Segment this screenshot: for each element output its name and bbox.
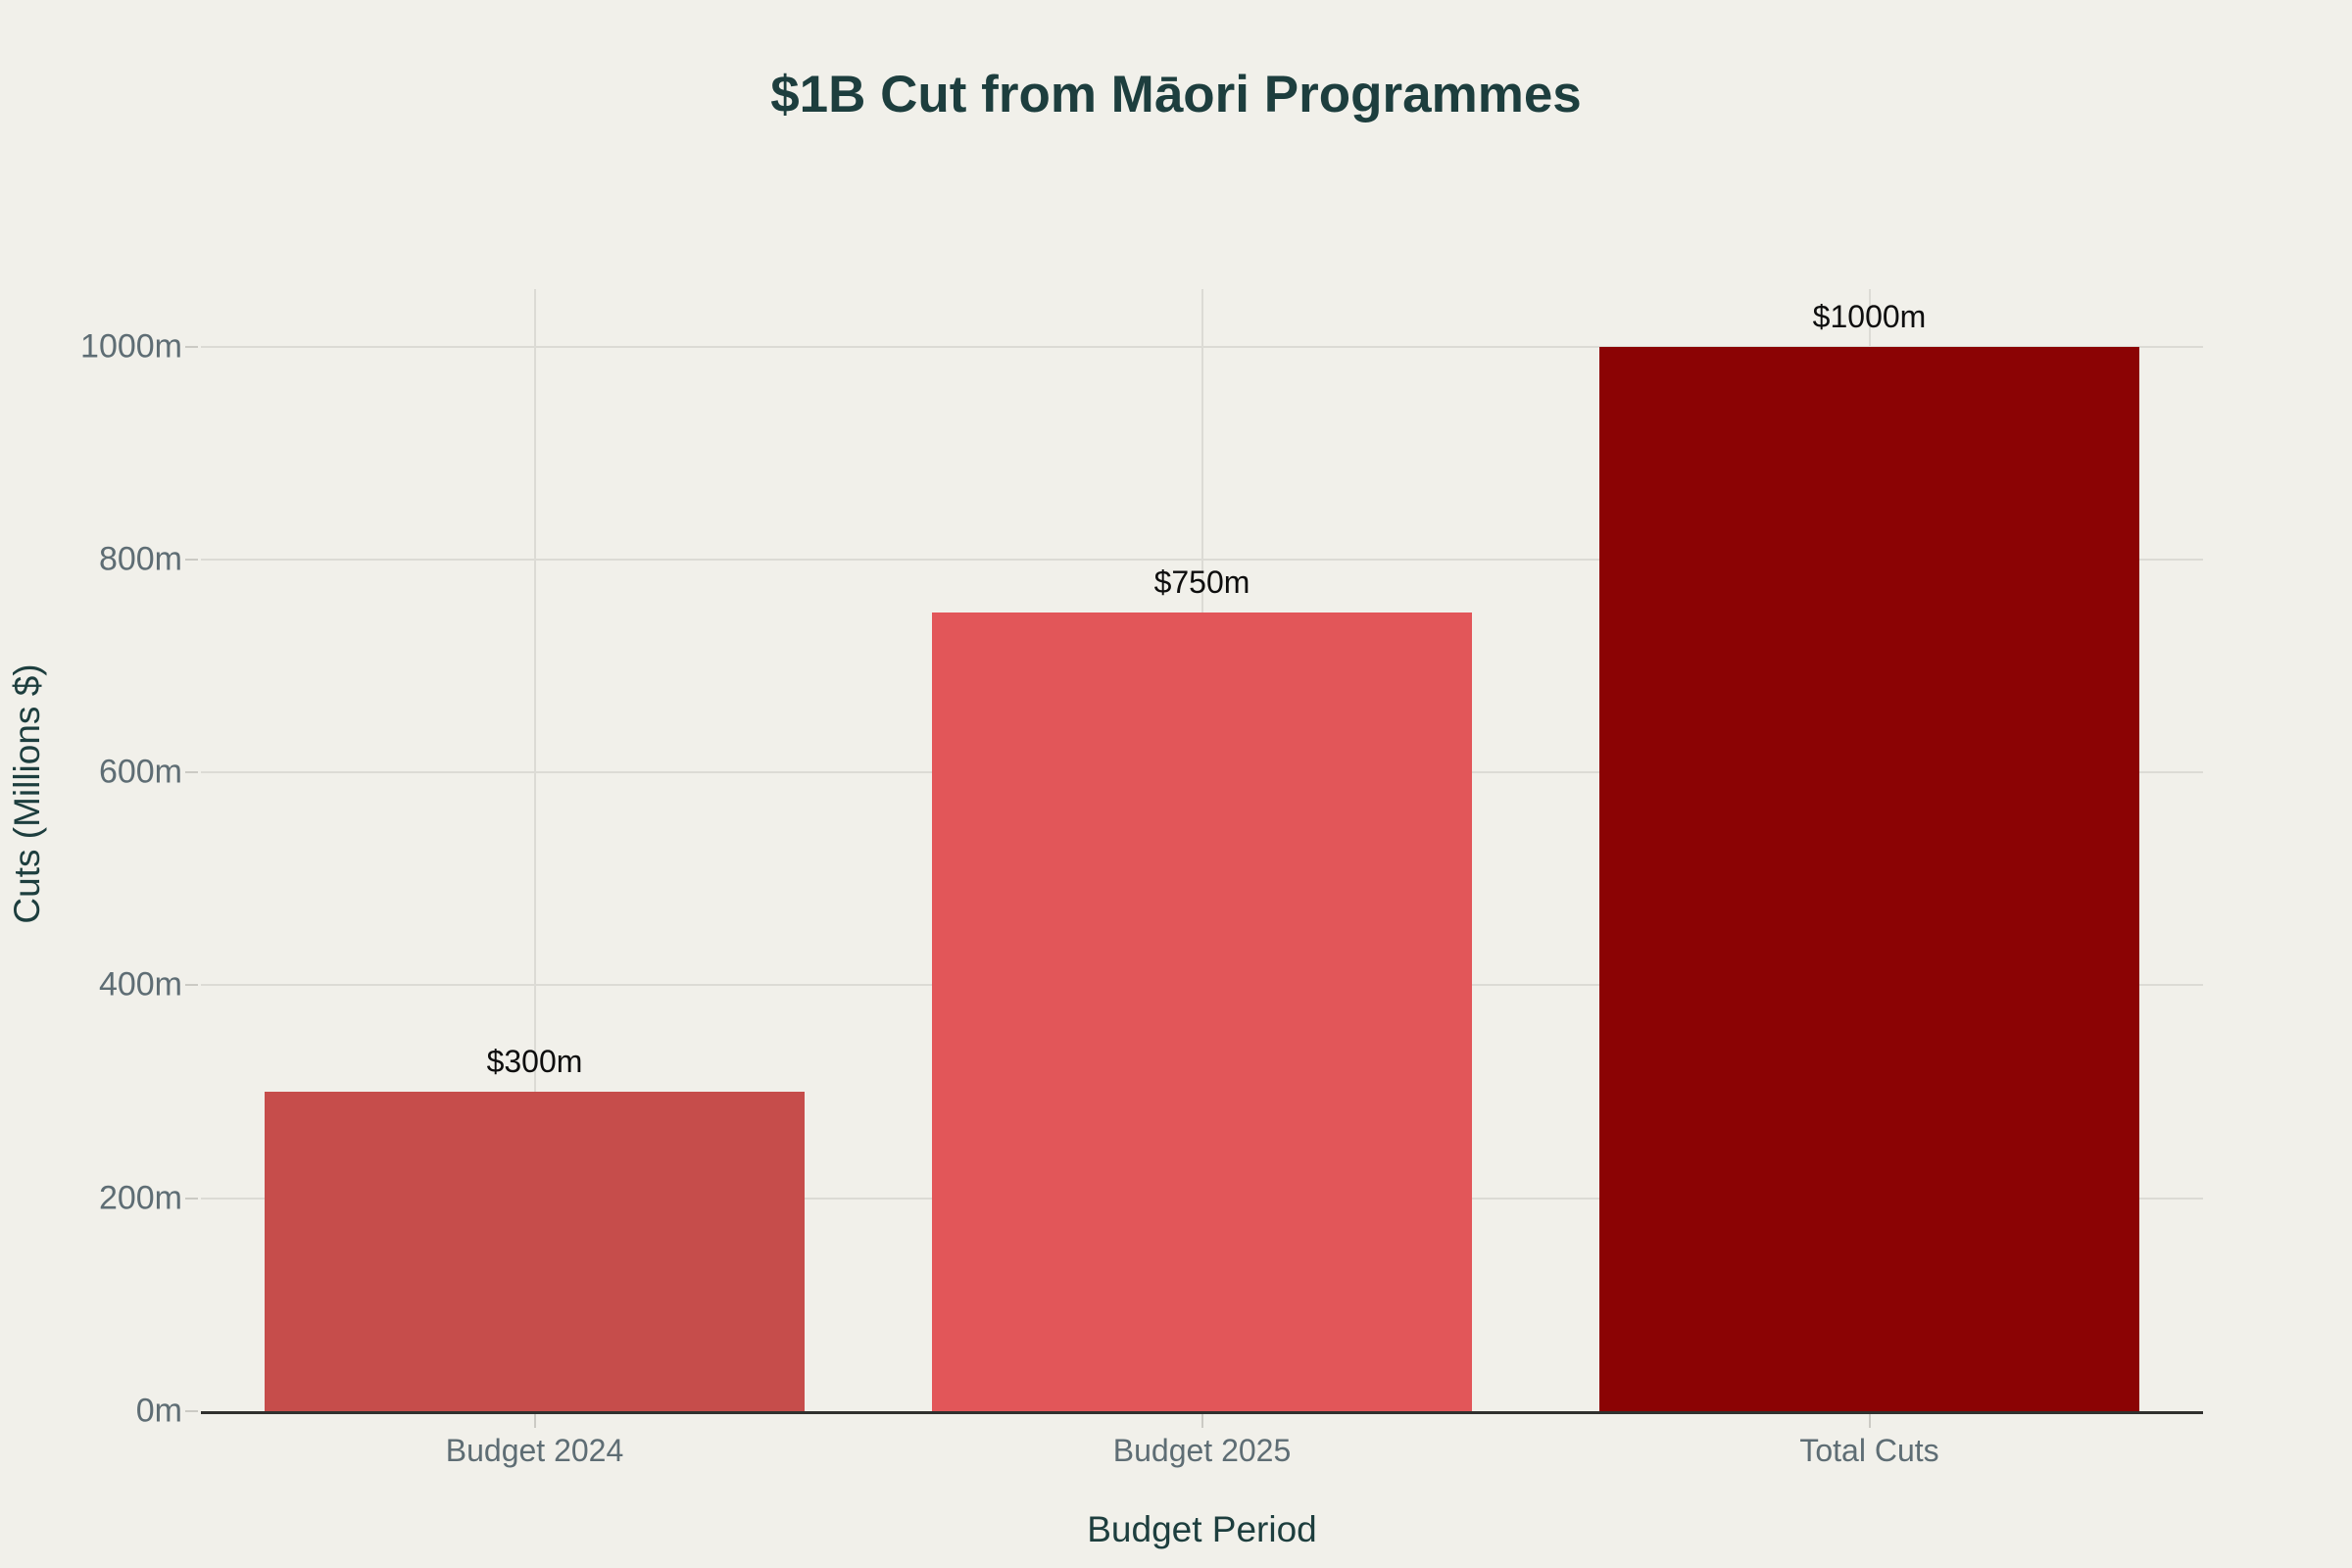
bar-value-label-total-cuts: $1000m: [1812, 298, 1927, 334]
y-tick-mark-1000: [185, 345, 198, 348]
bar-budget-2025[interactable]: [931, 612, 1473, 1411]
x-tick-mark-budget-2024: [533, 1414, 536, 1428]
y-tick-label-200: 200m: [98, 1179, 182, 1217]
y-axis-title: Cuts (Millions $): [7, 663, 47, 924]
y-tick-label-800: 800m: [98, 540, 182, 578]
y-tick-label-600: 600m: [98, 753, 182, 791]
chart-title: $1B Cut from Māori Programmes: [770, 66, 1582, 123]
bar-total-cuts[interactable]: [1598, 346, 2140, 1411]
x-tick-label-budget-2024: Budget 2024: [445, 1433, 624, 1468]
x-tick-label-total-cuts: Total Cuts: [1799, 1433, 1939, 1468]
y-tick-mark-600: [185, 771, 198, 774]
bar-value-label-budget-2025: $750m: [1153, 564, 1250, 601]
y-tick-mark-200: [185, 1197, 198, 1200]
x-axis-title: Budget Period: [1087, 1509, 1317, 1549]
x-tick-mark-budget-2025: [1200, 1414, 1203, 1428]
x-tick-mark-total-cuts: [1868, 1414, 1871, 1428]
plot-area: 0m 200m 400m 600m 800m 1000m $300m Budget 2024 $…: [80, 289, 2203, 1468]
bar-value-label-budget-2024: $300m: [486, 1044, 583, 1080]
y-tick-label-400: 400m: [98, 965, 182, 1004]
bar-budget-2024[interactable]: [264, 1092, 806, 1411]
y-tick-mark-0: [185, 1410, 198, 1412]
y-tick-label-0: 0m: [135, 1392, 182, 1430]
y-tick-mark-400: [185, 984, 198, 987]
x-tick-label-budget-2025: Budget 2025: [1112, 1433, 1292, 1468]
y-tick-mark-800: [185, 558, 198, 561]
y-tick-label-1000: 1000m: [80, 327, 182, 366]
x-gridline-budget-2024: [533, 289, 536, 1411]
